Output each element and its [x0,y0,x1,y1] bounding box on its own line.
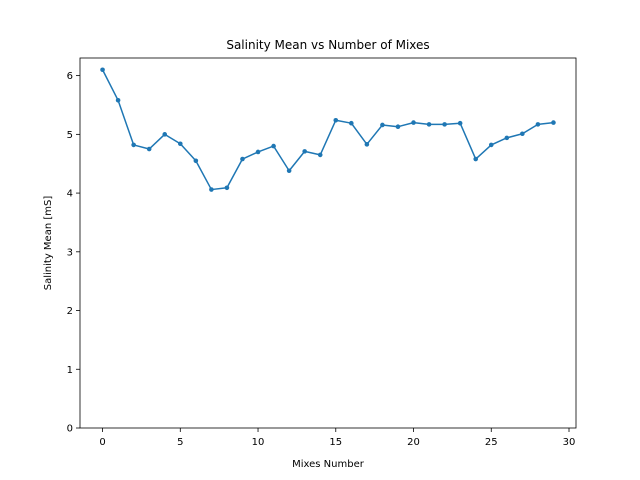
data-point [177,141,183,147]
x-tick-label: 30 [563,437,576,448]
data-point [395,124,401,130]
plot-area [79,57,577,429]
x-axis-label: Mixes Number [292,459,365,470]
y-axis: 0 1 2 3 4 5 6 [67,71,80,435]
data-point [286,168,292,174]
y-tick-label: 4 [67,189,73,200]
data-point [333,117,339,123]
data-point [255,149,261,155]
x-axis: 0 5 10 15 20 25 30 [99,428,575,448]
x-tick-label: 15 [329,437,342,448]
data-point [380,122,385,128]
y-tick-label: 6 [67,71,73,82]
data-point [535,122,541,127]
x-tick-label: 25 [485,437,498,448]
series-line [101,69,554,191]
data-point [442,122,447,127]
data-point [146,146,152,152]
y-tick-label: 0 [67,424,73,435]
y-tick-label: 2 [67,306,73,317]
y-tick-label: 5 [67,130,73,141]
chart-title: Salinity Mean vs Number of Mixes [226,38,429,52]
data-point [349,120,354,126]
data-point [551,120,556,125]
data-point [457,120,463,126]
data-point [473,156,479,162]
data-point [504,135,510,141]
x-tick-label: 20 [407,437,420,448]
data-point [411,120,416,125]
plot-frame [79,57,577,429]
data-point [317,152,323,158]
data-point [209,187,214,192]
data-point [224,185,230,191]
data-point [240,156,245,162]
data-point [520,131,525,137]
y-tick-label: 3 [67,247,73,258]
data-point [488,142,494,148]
series-layer [100,67,556,192]
data-point [193,158,199,164]
y-tick-label: 1 [67,365,73,376]
x-tick-label: 0 [99,437,105,448]
x-tick-label: 5 [177,437,183,448]
data-point [131,142,136,148]
data-point [271,143,276,149]
data-point [364,142,370,147]
data-point [100,67,105,73]
data-point [302,149,307,154]
y-axis-label: Salinity Mean [mS] [43,196,54,291]
x-tick-label: 10 [252,437,265,448]
data-point [115,97,121,103]
data-point [426,122,432,127]
data-point [162,132,168,137]
